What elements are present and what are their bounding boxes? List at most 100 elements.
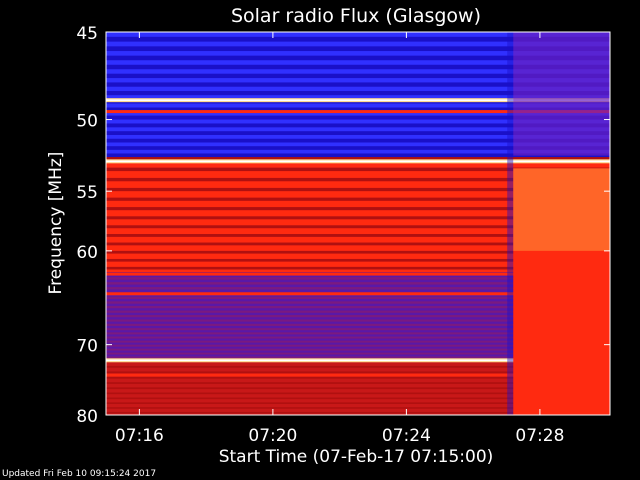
frequency-band [106,78,610,83]
frequency-band [106,242,610,246]
frequency-band [106,308,610,311]
frequency-bands [106,32,610,416]
frequency-band [106,282,610,285]
spectrogram-image [106,32,610,416]
frequency-band [106,277,610,281]
frequency-band [106,187,610,192]
frequency-band [106,303,610,307]
frequency-band [106,346,610,350]
frequency-band [106,138,610,143]
y-tick-label: 80 [76,407,98,427]
frequency-band [106,400,610,403]
frequency-band [106,356,610,359]
frequency-band [106,90,610,96]
frequency-band [106,191,610,195]
frequency-band [106,407,610,410]
frequency-band [106,382,610,385]
frequency-band [106,330,610,333]
frequency-band [106,296,610,300]
frequency-band [106,402,610,405]
frequency-band [106,222,610,226]
frequency-band [106,310,610,314]
x-axis: 07:16 07:20 07:24 07:28 [115,32,564,446]
frequency-band [106,236,610,241]
frequency-band [106,142,610,147]
frequency-band [106,338,610,342]
frequency-band [106,111,610,116]
frequency-band [106,200,610,205]
y-tick-label: 60 [76,243,98,263]
frequency-band [106,41,610,47]
frequency-band [106,115,610,120]
frequency-band [106,266,610,270]
frequency-band [106,319,610,323]
frequency-band [106,399,610,402]
frequency-band [106,394,610,397]
frequency-band [106,131,610,136]
frequency-band [106,397,610,400]
frequency-band [106,411,610,414]
bright-line-core [106,99,610,101]
frequency-band [106,184,610,189]
enhancement-edge [507,32,514,415]
x-tick-label: 07:24 [382,426,431,446]
frequency-band [106,82,610,88]
x-tick-label: 07:16 [115,426,164,446]
frequency-band [106,167,610,172]
frequency-band [106,258,610,263]
y-tick-label: 70 [76,337,98,357]
frequency-band [106,153,610,158]
frequency-band [106,274,610,278]
frequency-band [106,403,610,406]
frequency-band [106,405,610,408]
interference-line [106,110,610,114]
frequency-band [106,194,610,199]
frequency-band [106,264,610,268]
frequency-band [106,157,610,162]
frequency-band [106,164,610,169]
frequency-band [106,344,610,348]
frequency-band [106,269,610,273]
frequency-band [106,301,610,305]
frequency-band [106,336,610,339]
frequency-band [106,181,610,185]
y-tick-label: 50 [76,112,98,132]
frequency-band [106,51,610,57]
plot-frame [105,31,611,416]
frequency-band [106,127,610,132]
frequency-band [106,299,610,302]
frequency-band [106,348,610,352]
frequency-band [106,248,610,252]
frequency-band [106,305,610,309]
frequency-band [106,36,610,43]
frequency-band [106,197,610,202]
frequency-band [106,354,610,357]
frequency-band [106,216,610,220]
frequency-band [106,317,610,320]
frequency-band [106,149,610,154]
updated-timestamp: Updated Fri Feb 10 09:15:24 2017 [2,469,157,479]
frequency-band [106,219,610,223]
frequency-band [106,392,610,395]
frequency-band [106,134,610,140]
enhancement-region [507,32,610,415]
frequency-band [106,328,610,331]
frequency-band [106,256,610,260]
frequency-band [106,323,610,327]
frequency-band [106,321,610,325]
frequency-band [106,203,610,208]
frequency-band [106,287,610,290]
frequency-band [106,367,610,371]
frequency-band [106,213,610,217]
frequency-band [106,365,610,369]
frequency-band [106,395,610,398]
frequency-band [106,177,610,182]
frequency-band [106,60,610,66]
frequency-band [106,385,610,388]
y-axis: 45 50 55 60 70 80 [76,24,610,427]
frequency-band [106,371,610,374]
frequency-band [106,86,610,92]
frequency-band [106,408,610,411]
frequency-band [106,234,610,238]
